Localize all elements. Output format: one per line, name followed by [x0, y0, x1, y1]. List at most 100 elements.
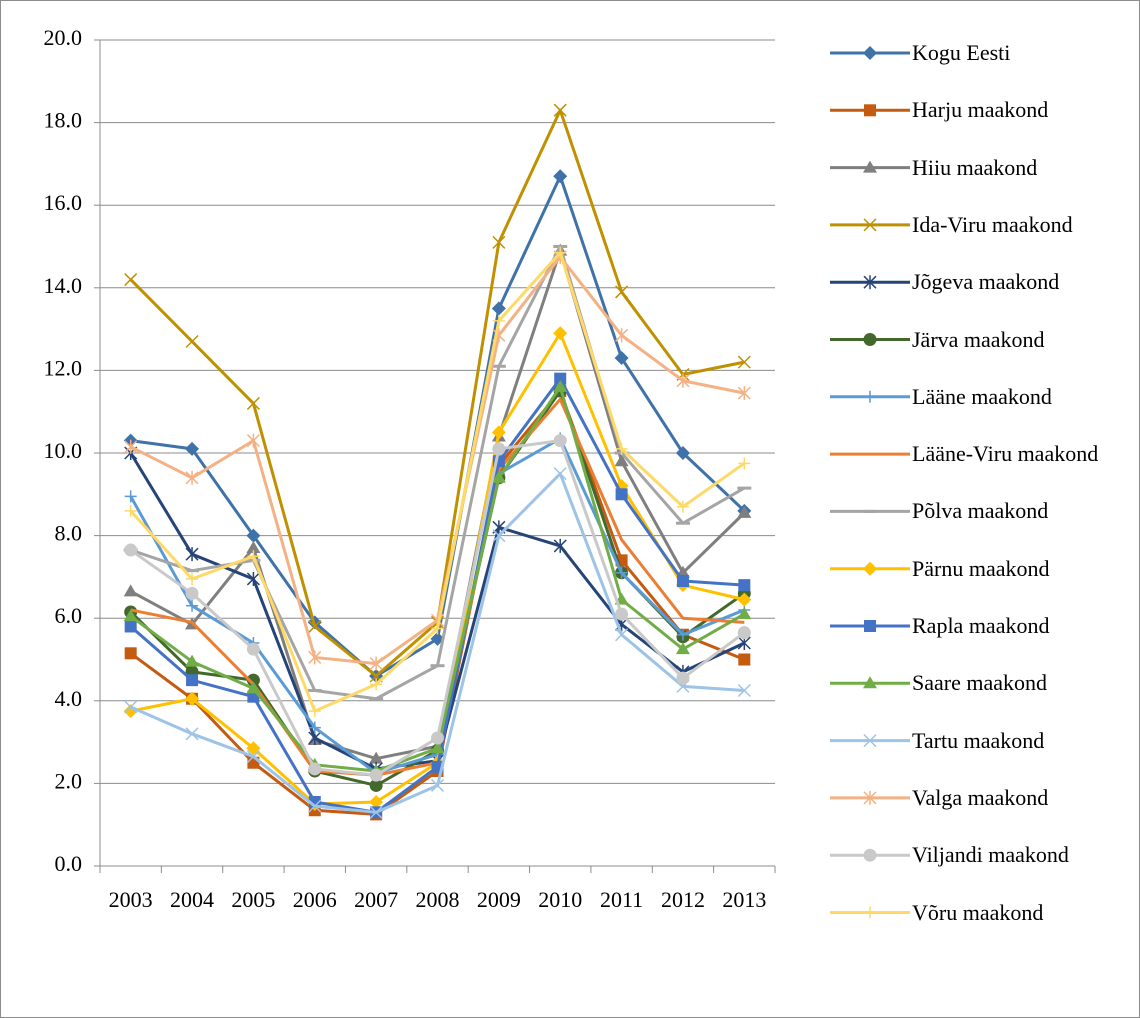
legend-label: Saare maakond: [912, 670, 1047, 696]
x-tick-label: 2004: [170, 887, 214, 912]
y-tick-label: 14.0: [44, 273, 83, 298]
marker: [370, 678, 383, 691]
marker: [737, 683, 751, 698]
marker: [185, 654, 200, 667]
marker: [369, 656, 383, 671]
marker: [863, 160, 877, 173]
marker: [615, 285, 629, 299]
x-tick-label: 2013: [722, 887, 766, 912]
marker: [369, 778, 383, 792]
marker: [737, 386, 751, 401]
marker: [247, 550, 260, 563]
marker: [737, 607, 752, 620]
x-tick-label: 2005: [231, 887, 275, 912]
marker: [308, 799, 322, 813]
legend-label: Rapla maakond: [912, 613, 1050, 638]
marker: [123, 609, 138, 622]
marker: [246, 673, 260, 687]
legend-label: Võru maakond: [912, 899, 1044, 925]
x-tick-label: 2010: [538, 887, 582, 912]
marker: [676, 575, 689, 588]
marker: [492, 529, 506, 543]
x-tick-label: 2011: [600, 887, 643, 912]
marker: [246, 571, 260, 586]
x-tick-label: 2012: [661, 887, 705, 912]
marker: [185, 547, 199, 562]
marker: [246, 396, 260, 410]
marker: [185, 727, 199, 741]
marker: [553, 326, 568, 341]
marker: [124, 504, 137, 517]
series: [123, 379, 752, 777]
series: [124, 467, 751, 819]
marker: [491, 301, 506, 316]
x-tick-label: 2003: [109, 887, 153, 912]
marker: [738, 653, 751, 666]
marker: [185, 691, 200, 706]
legend-label: Kogu Eesti: [912, 40, 1011, 65]
marker: [553, 169, 568, 184]
marker: [124, 700, 138, 714]
marker: [864, 620, 876, 632]
marker: [185, 441, 200, 456]
marker: [615, 607, 629, 621]
marker: [430, 778, 445, 792]
marker: [246, 750, 260, 764]
marker: [246, 741, 261, 756]
marker: [553, 434, 567, 448]
marker: [186, 572, 199, 585]
marker: [737, 626, 751, 640]
legend-label: Hiiu maakond: [912, 154, 1038, 180]
marker: [124, 490, 137, 503]
marker: [124, 439, 138, 454]
marker: [615, 566, 628, 579]
x-tick-label: 2007: [354, 887, 398, 912]
marker: [185, 586, 199, 600]
marker: [431, 622, 444, 635]
marker: [246, 681, 261, 694]
marker: [553, 467, 567, 481]
marker: [738, 457, 751, 470]
marker: [615, 488, 628, 501]
legend-label: Tartu maakond: [912, 727, 1045, 753]
marker: [863, 734, 877, 748]
marker: [863, 561, 877, 576]
marker: [863, 275, 877, 290]
marker: [553, 538, 567, 553]
legend-label: Viljandi maakond: [912, 842, 1069, 868]
marker: [186, 599, 199, 612]
marker: [431, 731, 444, 745]
marker: [863, 790, 877, 805]
legend-label: Põlva maakond: [912, 498, 1049, 524]
marker: [864, 104, 876, 117]
marker: [492, 235, 506, 249]
y-tick-label: 12.0: [44, 355, 83, 380]
marker: [676, 671, 690, 685]
marker: [554, 372, 567, 385]
marker: [369, 794, 384, 809]
y-tick-label: 20.0: [44, 25, 83, 50]
marker: [863, 676, 877, 689]
marker: [738, 579, 751, 592]
y-tick-label: 2.0: [55, 768, 83, 793]
marker: [863, 848, 877, 862]
legend-label: Järva maakond: [912, 326, 1045, 352]
legend-label: Valga maakond: [912, 784, 1049, 810]
marker: [246, 433, 260, 448]
marker: [491, 425, 506, 440]
marker: [863, 218, 877, 232]
marker: [553, 103, 567, 117]
legend-label: Pärnu maakond: [912, 555, 1050, 581]
series: [124, 434, 751, 782]
marker: [430, 741, 445, 754]
marker: [675, 642, 690, 655]
marker: [246, 540, 261, 553]
marker: [863, 333, 877, 346]
y-tick-label: 6.0: [55, 603, 83, 628]
marker: [369, 751, 384, 764]
legend-label: Lääne-Viru maakond: [912, 441, 1099, 467]
series: [124, 246, 751, 718]
marker: [308, 619, 322, 633]
